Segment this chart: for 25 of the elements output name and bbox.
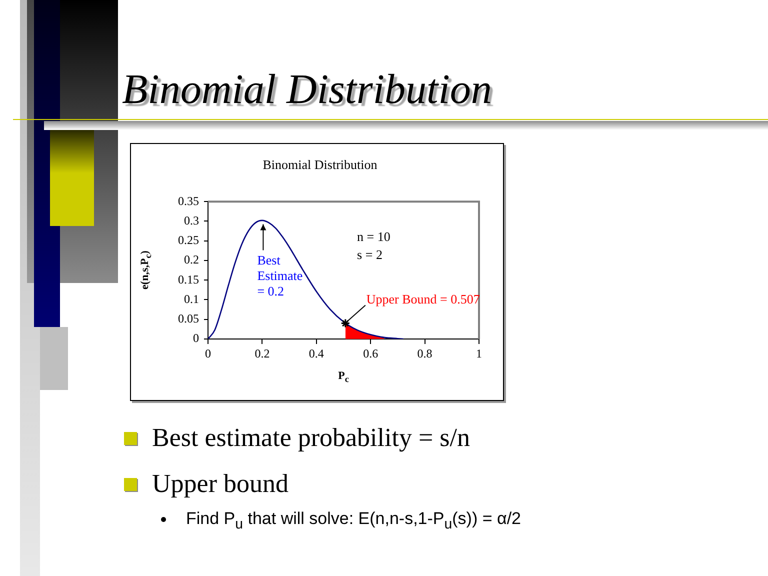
y-tick-label: 0.35: [178, 194, 199, 208]
x-tick-label: 1: [476, 346, 482, 360]
x-tick-label: 0: [205, 346, 211, 360]
annotation: n = 10: [357, 229, 390, 244]
y-tick-label: 0.25: [178, 233, 199, 248]
y-tick-label: 0.1: [184, 292, 199, 306]
y-tick-label: 0.05: [178, 312, 199, 326]
y-tick-label: 0.2: [184, 252, 199, 267]
text: Best estimate probability = s/n: [152, 423, 470, 453]
x-tick-label: 0.2: [254, 346, 270, 360]
chart-title: Binomial Distribution: [122, 66, 492, 114]
x-tick-label: 0.6: [363, 346, 378, 360]
x-axis-title: P$_{c}$: [338, 370, 349, 386]
text: Upper bound: [152, 469, 288, 499]
chart-subtitle: Binomial Distribution: [262, 157, 378, 172]
text: Find P$_{u}$ that will solve: E(n,n-s,1-P$_{u}$(s)) = α/2: [186, 509, 522, 534]
x-tick-label: 0.8: [417, 346, 432, 360]
line-series: [208, 220, 404, 339]
y-tick-label: 0.15: [178, 272, 199, 286]
annotation: Upper Bound = 0.507: [366, 292, 480, 307]
annotation: s = 2: [357, 247, 382, 262]
annotation: Best Estimate = 0.2: [257, 252, 303, 299]
y-tick-label: 0.3: [184, 213, 199, 228]
y-tick-label: 0: [193, 331, 199, 346]
x-tick-label: 0.4: [308, 346, 324, 360]
